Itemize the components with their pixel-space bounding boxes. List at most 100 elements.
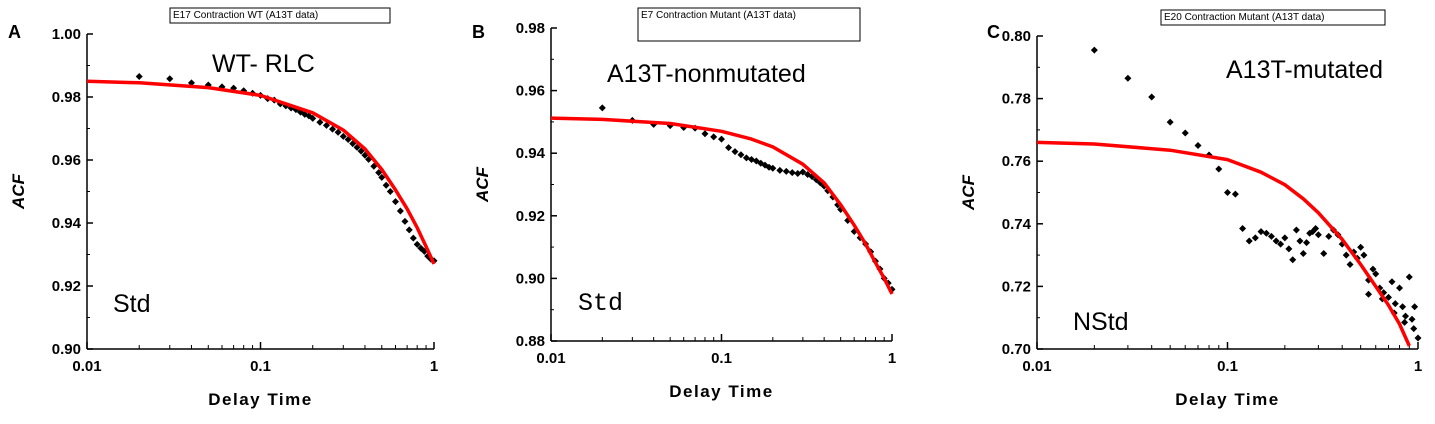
data-point [1181,129,1189,137]
data-point [1411,303,1419,311]
x-tick-label: 0.1 [1217,358,1238,375]
data-point [1405,273,1413,281]
x-tick-label: 0.01 [1022,358,1051,375]
x-axis-label: Delay Time [208,390,312,409]
chart-panel-b: BE7 Contraction Mutant (A13T data)0.880.… [472,7,896,401]
y-tick-label: 0.98 [52,89,81,106]
data-point [1384,293,1392,301]
sample-label: WT- RLC [212,50,315,78]
data-point [1090,46,1098,54]
y-tick-label: 0.90 [52,341,81,358]
data-point [1372,270,1380,278]
data-point [1285,245,1293,253]
data-point [166,75,174,83]
data-point [1166,118,1174,126]
data-point [737,151,745,159]
y-tick-label: 0.96 [516,83,545,100]
data-point [1245,237,1253,245]
y-tick-label: 0.90 [516,270,545,287]
data-point [718,135,725,143]
panel-letter: C [987,22,1000,42]
fit-curve [86,79,436,265]
data-point [1215,165,1223,173]
data-point [1360,251,1368,259]
y-tick-label: 0.80 [1002,28,1031,45]
data-point [1124,74,1132,82]
data-point [1231,190,1239,198]
data-point [405,226,413,234]
data-point [1292,226,1300,234]
data-point [799,168,807,176]
data-point [382,181,390,189]
x-tick-label: 0.1 [711,350,732,367]
y-tick-label: 0.94 [516,145,546,162]
data-point [1299,250,1307,258]
data-point [375,169,383,177]
sample-label: A13T-nonmutated [607,60,806,88]
data-point [1277,240,1285,248]
data-point [1346,260,1354,268]
y-tick-label: 0.72 [1002,278,1031,295]
box-title: E7 Contraction Mutant (A13T data) [641,10,796,21]
title-box [1160,9,1386,26]
data-point [378,173,386,181]
fit-type-label: Std [578,289,623,318]
y-tick-label: 1.00 [52,26,81,43]
fit-type-label: Std [113,290,151,318]
data-point [769,164,777,172]
panel-letter: A [8,22,21,42]
data-point [1262,229,1270,237]
data-point [710,133,718,141]
data-point [339,132,347,140]
y-tick-label: 0.70 [1002,341,1031,358]
box-title: E20 Contraction Mutant (A13T data) [1164,12,1324,23]
x-axis-label: Delay Time [1175,390,1279,409]
data-point [1257,228,1265,236]
data-point [782,167,790,175]
data-point [409,234,417,242]
data-point [1401,318,1409,326]
data-point [725,144,733,152]
data-point [1281,234,1289,242]
data-point [1410,325,1418,333]
data-point [1414,334,1422,342]
fit-curve [550,116,894,295]
y-tick-label: 0.78 [1002,91,1031,108]
data-point [1342,251,1350,259]
data-point [1391,300,1399,308]
panel-letter: B [472,22,485,42]
y-axis-label: ACF [959,174,978,211]
data-point [334,128,342,136]
data-point [316,118,324,126]
data-point [1320,250,1328,258]
data-point [1296,237,1304,245]
data-point [1357,243,1365,251]
y-tick-label: 0.92 [516,208,545,225]
x-tick-label: 1 [1414,358,1422,375]
data-point [1408,315,1416,323]
data-point [1388,278,1396,286]
y-tick-label: 0.98 [516,20,545,37]
title-box [637,7,861,42]
title-box [169,7,391,24]
data-point [598,104,606,112]
data-point [309,114,317,122]
x-tick-label: 0.01 [536,350,565,367]
data-point [1325,232,1333,240]
sample-label: A13T-mutated [1226,56,1383,84]
y-axis-label: ACF [473,166,492,203]
data-point [701,130,709,138]
data-point [1148,93,1156,101]
data-point [1396,284,1404,292]
data-point [1239,224,1247,232]
data-point [1402,312,1410,320]
data-point [788,169,796,177]
y-tick-label: 0.74 [1002,216,1032,233]
y-tick-label: 0.88 [516,333,545,350]
data-point [1267,232,1275,240]
data-point [396,207,404,215]
x-axis-label: Delay Time [669,382,773,401]
data-point [1314,231,1322,239]
data-point [1224,189,1231,196]
